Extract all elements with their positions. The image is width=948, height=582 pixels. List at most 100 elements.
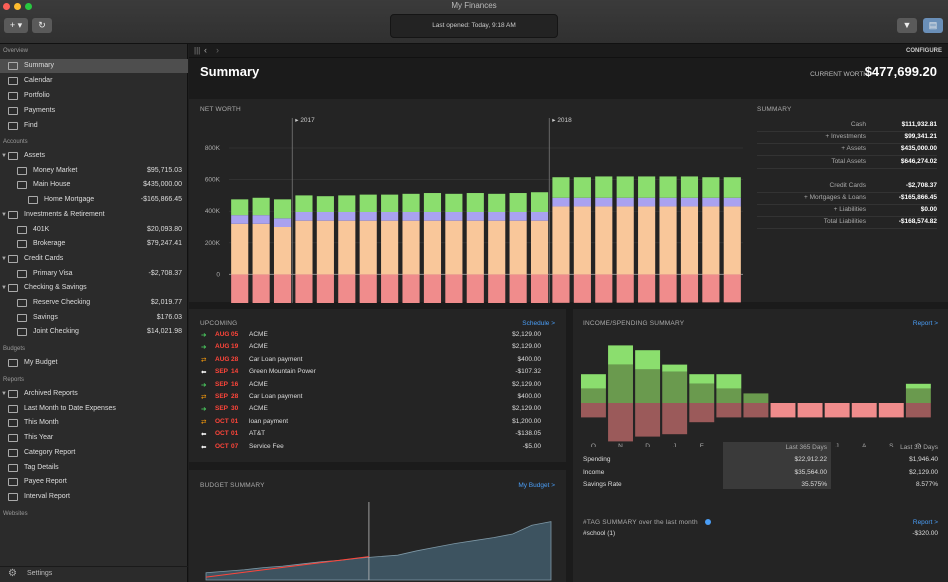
sidebar-report-2[interactable]: This Month <box>0 416 188 430</box>
payment-xfer-icon: ⇄ <box>201 418 207 426</box>
income-bar <box>716 374 742 389</box>
upcoming-month: AUG <box>215 331 230 338</box>
back-icon[interactable]: ‹ <box>204 45 207 55</box>
x-tick-label: J <box>836 443 839 447</box>
sidebar-account-11[interactable]: Savings $176.03 <box>0 311 188 325</box>
disclosure-triangle-icon[interactable]: ▼ <box>1 153 7 159</box>
minimize-window-button[interactable] <box>14 3 21 10</box>
zoom-window-button[interactable] <box>25 3 32 10</box>
income-report-link[interactable]: Report > <box>912 320 938 327</box>
sidebar-report-4[interactable]: Category Report <box>0 446 188 460</box>
upcoming-payee[interactable]: Green Mountain Power <box>249 368 316 376</box>
upcoming-payee[interactable]: AT&T <box>249 430 266 438</box>
sidebar-report-7[interactable]: Interval Report <box>0 490 188 504</box>
income-spending-chart[interactable]: ONDJFMAMJJASO <box>573 335 933 447</box>
sidebar-account-3[interactable]: Home Mortgage -$165,866.45 <box>0 193 188 207</box>
upcoming-amount: $1,200.00 <box>512 417 541 425</box>
schedule-link[interactable]: Schedule > <box>522 320 555 327</box>
sidebar-item-find[interactable]: Find <box>0 119 188 133</box>
y-tick-label: 400K <box>205 208 221 215</box>
upcoming-payee[interactable]: Car Loan payment <box>249 355 303 363</box>
sidebar-item-summary[interactable]: Summary <box>0 59 188 73</box>
disclosure-triangle-icon[interactable]: ▼ <box>1 285 7 292</box>
sidebar-account-12[interactable]: Joint Checking $14,021.98 <box>0 325 188 339</box>
configure-button[interactable]: CONFIGURE <box>906 48 942 54</box>
upcoming-day: 28 <box>231 355 239 363</box>
income-row-label: Savings Rate <box>583 481 622 488</box>
bar-cash <box>488 193 506 212</box>
sidebar-account-8[interactable]: Primary Visa -$2,708.37 <box>0 267 188 281</box>
upcoming-payee[interactable]: ACME <box>249 343 268 351</box>
upcoming-day: 19 <box>231 343 239 351</box>
refresh-button[interactable]: ↻ <box>32 18 52 33</box>
sidebar-report-1[interactable]: Last Month to Date Expenses <box>0 402 188 416</box>
budget-chart[interactable] <box>189 470 566 582</box>
bar-investments <box>273 218 292 227</box>
sidebar-item-portfolio[interactable]: Portfolio <box>0 89 188 103</box>
bar-cash <box>402 193 420 212</box>
sidebar-toggle-icon[interactable]: ||| <box>194 46 201 55</box>
upcoming-payee[interactable]: ACME <box>249 331 268 338</box>
settings-label: Settings <box>27 570 53 577</box>
bar-assets <box>273 227 292 275</box>
add-button[interactable]: + ▾ <box>4 18 28 33</box>
sidebar-account-5[interactable]: 401K $20,093.80 <box>0 223 188 237</box>
upcoming-payee[interactable]: Service Fee <box>249 442 284 450</box>
bar-assets <box>381 220 399 275</box>
sidebar-item-label: Credit Cards <box>24 254 64 262</box>
sidebar-account-9[interactable]: ▼ Checking & Savings <box>0 281 188 295</box>
upcoming-payee[interactable]: ACME <box>249 380 268 388</box>
tag-name[interactable]: #school (1) <box>583 530 616 537</box>
close-window-button[interactable] <box>3 3 10 10</box>
income-spending-title: INCOME/SPENDING SUMMARY <box>583 320 685 327</box>
income-row-365: $35,564.00 <box>794 468 827 476</box>
sidebar-report-5[interactable]: Tag Details <box>0 461 188 475</box>
transaction-entry-icon[interactable]: ▤ <box>923 18 943 33</box>
forward-icon[interactable]: › <box>216 45 219 55</box>
upcoming-payee[interactable]: loan payment <box>249 417 289 425</box>
sidebar-account-1[interactable]: Money Market $95,715.03 <box>0 164 188 178</box>
disclosure-triangle-icon[interactable]: ▼ <box>1 255 7 262</box>
bar-liabilities <box>723 274 741 303</box>
sidebar-item-label: Archived Reports <box>24 390 78 397</box>
sidebar-report-6[interactable]: Payee Report <box>0 475 188 489</box>
account-balance: $14,021.98 <box>146 328 182 336</box>
upcoming-payee[interactable]: Car Loan payment <box>249 393 303 400</box>
sidebar-item-payments[interactable]: Payments <box>0 104 188 118</box>
x-tick-label: A <box>862 443 867 447</box>
sidebar-item-label: Portfolio <box>24 92 50 99</box>
x-tick-label: J <box>673 443 676 447</box>
sidebar-account-10[interactable]: Reserve Checking $2,019.77 <box>0 296 188 310</box>
summary-row-value: $0.00 <box>920 206 937 214</box>
sidebar-item-calendar[interactable]: Calendar <box>0 74 188 88</box>
income-row-30: 8.577% <box>915 481 938 488</box>
spending-bar <box>716 403 742 418</box>
info-icon[interactable] <box>705 519 711 525</box>
sidebar-item-label: Interval Report <box>24 492 70 500</box>
upcoming-day: 05 <box>231 331 239 338</box>
upcoming-payee[interactable]: ACME <box>249 405 268 413</box>
my-budget-link[interactable]: My Budget > <box>518 482 555 489</box>
upcoming-day: 07 <box>231 442 239 450</box>
nav-bar: ||| ‹ › CONFIGURE <box>189 44 948 58</box>
sidebar-item-my-budget[interactable]: My Budget <box>0 356 188 370</box>
sidebar-account-2[interactable]: Main House $435,000.00 <box>0 178 188 192</box>
settings-button[interactable]: ⚙ Settings <box>0 566 188 582</box>
bar-assets <box>359 220 377 275</box>
sidebar-account-0[interactable]: ▼ Assets <box>0 149 188 163</box>
bar-cash <box>273 199 292 219</box>
disclosure-triangle-icon[interactable]: ▼ <box>1 391 7 397</box>
download-icon[interactable]: ▼ <box>897 18 917 33</box>
account-icon <box>17 299 27 307</box>
income-row-label: Income <box>583 468 605 476</box>
tag-report-link[interactable]: Report > <box>912 519 938 526</box>
sidebar-account-6[interactable]: Brokerage $79,247.41 <box>0 237 188 251</box>
upcoming-month: SEP <box>215 393 229 400</box>
sidebar-report-3[interactable]: This Year <box>0 431 188 445</box>
sidebar-account-4[interactable]: ▼ Investments & Retirement <box>0 208 188 222</box>
sidebar-account-7[interactable]: ▼ Credit Cards <box>0 252 188 266</box>
disclosure-triangle-icon[interactable]: ▼ <box>1 211 7 218</box>
summary-row-divider <box>757 228 937 230</box>
sidebar-report-0[interactable]: ▼ Archived Reports <box>0 387 188 401</box>
